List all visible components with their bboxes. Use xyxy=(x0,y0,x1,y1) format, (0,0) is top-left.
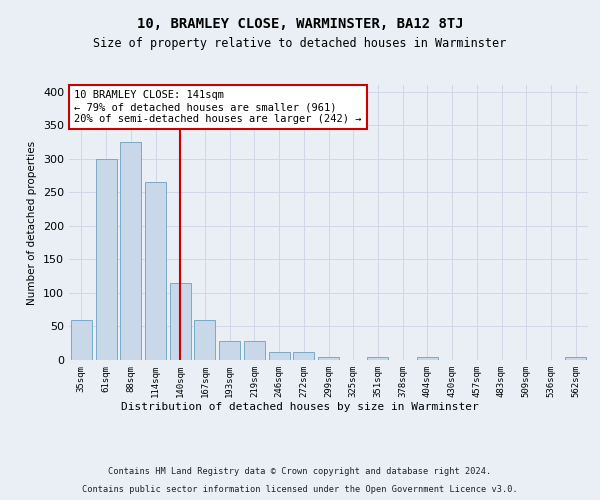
Bar xyxy=(194,320,215,360)
Text: Distribution of detached houses by size in Warminster: Distribution of detached houses by size … xyxy=(121,402,479,412)
Bar xyxy=(170,283,191,360)
Bar xyxy=(71,320,92,360)
Bar xyxy=(417,356,438,360)
Text: 10, BRAMLEY CLOSE, WARMINSTER, BA12 8TJ: 10, BRAMLEY CLOSE, WARMINSTER, BA12 8TJ xyxy=(137,18,463,32)
Text: Contains public sector information licensed under the Open Government Licence v3: Contains public sector information licen… xyxy=(82,485,518,494)
Text: 10 BRAMLEY CLOSE: 141sqm
← 79% of detached houses are smaller (961)
20% of semi-: 10 BRAMLEY CLOSE: 141sqm ← 79% of detach… xyxy=(74,90,362,124)
Bar xyxy=(318,356,339,360)
Bar xyxy=(120,142,141,360)
Bar xyxy=(269,352,290,360)
Bar xyxy=(565,358,586,360)
Bar xyxy=(219,341,240,360)
Text: Contains HM Land Registry data © Crown copyright and database right 2024.: Contains HM Land Registry data © Crown c… xyxy=(109,468,491,476)
Bar xyxy=(244,341,265,360)
Bar xyxy=(293,352,314,360)
Y-axis label: Number of detached properties: Number of detached properties xyxy=(28,140,37,304)
Text: Size of property relative to detached houses in Warminster: Size of property relative to detached ho… xyxy=(94,38,506,51)
Bar xyxy=(145,182,166,360)
Bar xyxy=(95,159,116,360)
Bar xyxy=(367,356,388,360)
